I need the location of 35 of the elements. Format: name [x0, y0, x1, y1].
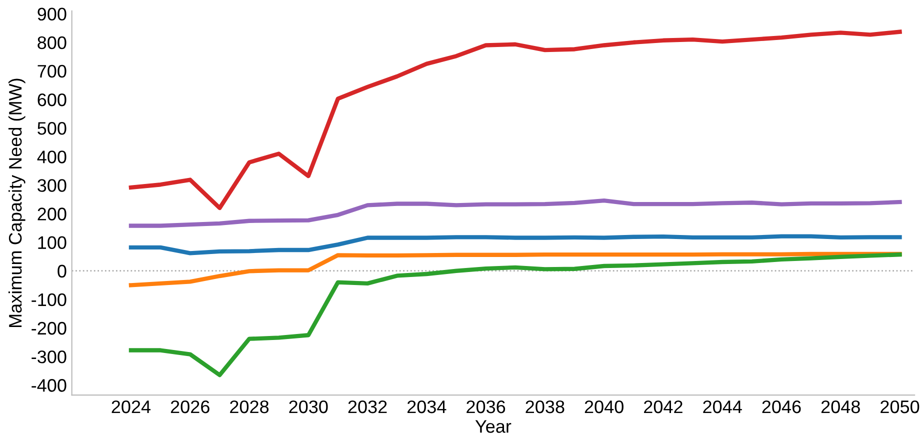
- line-series: [128, 252, 902, 378]
- x-tick-label: 2048: [821, 400, 860, 414]
- y-tick-label: -200: [32, 322, 66, 335]
- y-tick-label: 700: [38, 64, 66, 78]
- x-tick-label: 2034: [407, 400, 446, 414]
- y-tick-label: 800: [38, 36, 66, 50]
- x-tick-label: 2030: [289, 400, 328, 414]
- x-tick-label: 2026: [170, 400, 210, 414]
- y-tick-label: 400: [37, 150, 66, 164]
- y-tick-label: 500: [38, 122, 66, 135]
- y-tick-label: 600: [38, 93, 66, 106]
- x-tick-label: 2028: [230, 400, 269, 414]
- y-tick-label: -100: [32, 293, 66, 306]
- x-tick-label: 2032: [348, 400, 387, 414]
- x-tick-label: 2046: [762, 400, 801, 414]
- x-tick-label: 2050: [880, 400, 920, 414]
- y-tick-label: 100: [38, 236, 66, 250]
- y-tick-label: 0: [58, 264, 66, 278]
- x-tick-label: 2036: [466, 400, 506, 414]
- y-tick-label: 200: [38, 208, 66, 220]
- line-series: [128, 252, 902, 288]
- x-axis-title: Year: [475, 420, 512, 433]
- line-series: [128, 198, 902, 228]
- x-tick-label: 2044: [703, 400, 742, 414]
- y-tick-label: -400: [32, 379, 66, 392]
- x-tick-label: 2040: [584, 400, 624, 414]
- x-tick-label: 2038: [526, 400, 564, 414]
- line-series: [128, 30, 902, 210]
- line-series: [128, 234, 902, 256]
- y-tick-label: -300: [32, 350, 66, 364]
- x-tick-label: 2042: [644, 400, 682, 414]
- y-tick-label: 900: [38, 8, 66, 21]
- x-tick-label: 2024: [112, 400, 151, 414]
- y-tick-label: 300: [38, 179, 66, 192]
- y-axis-title: Maximum Capacity Need (MW): [8, 78, 26, 327]
